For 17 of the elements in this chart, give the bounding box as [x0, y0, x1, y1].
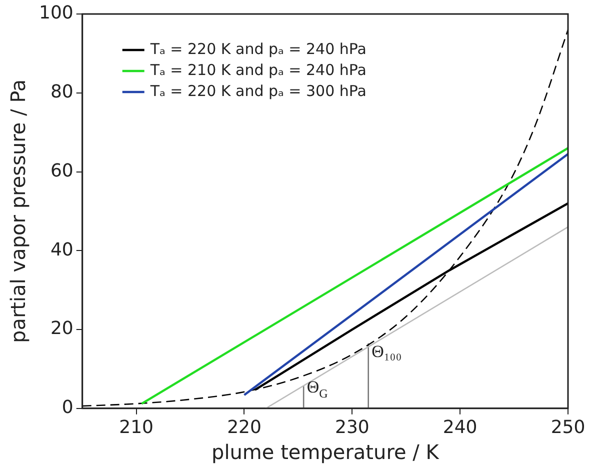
legend-label: Tₐ = 220 K and pₐ = 240 hPa	[149, 40, 366, 58]
x-axis-title: plume temperature / K	[212, 440, 440, 464]
x-tick-label: 250	[550, 416, 586, 438]
annotation: Θ₁₀₀	[372, 342, 402, 362]
x-tick-label: 230	[334, 416, 370, 438]
x-tick-label: 240	[442, 416, 478, 438]
x-tick-label: 220	[227, 416, 262, 438]
legend-label: Tₐ = 210 K and pₐ = 240 hPa	[149, 60, 366, 79]
legend-label: Tₐ = 220 K and pₐ = 300 hPa	[149, 82, 366, 100]
y-tick-label: 0	[62, 397, 74, 418]
y-tick-label: 40	[50, 239, 74, 260]
y-tick-label: 60	[50, 160, 74, 182]
x-tick-label: 210	[119, 416, 154, 438]
y-tick-label: 80	[50, 82, 74, 103]
y-tick-label: 100	[38, 2, 74, 24]
y-axis-title: partial vapor pressure / Pa	[6, 79, 30, 344]
y-tick-label: 20	[50, 318, 74, 340]
